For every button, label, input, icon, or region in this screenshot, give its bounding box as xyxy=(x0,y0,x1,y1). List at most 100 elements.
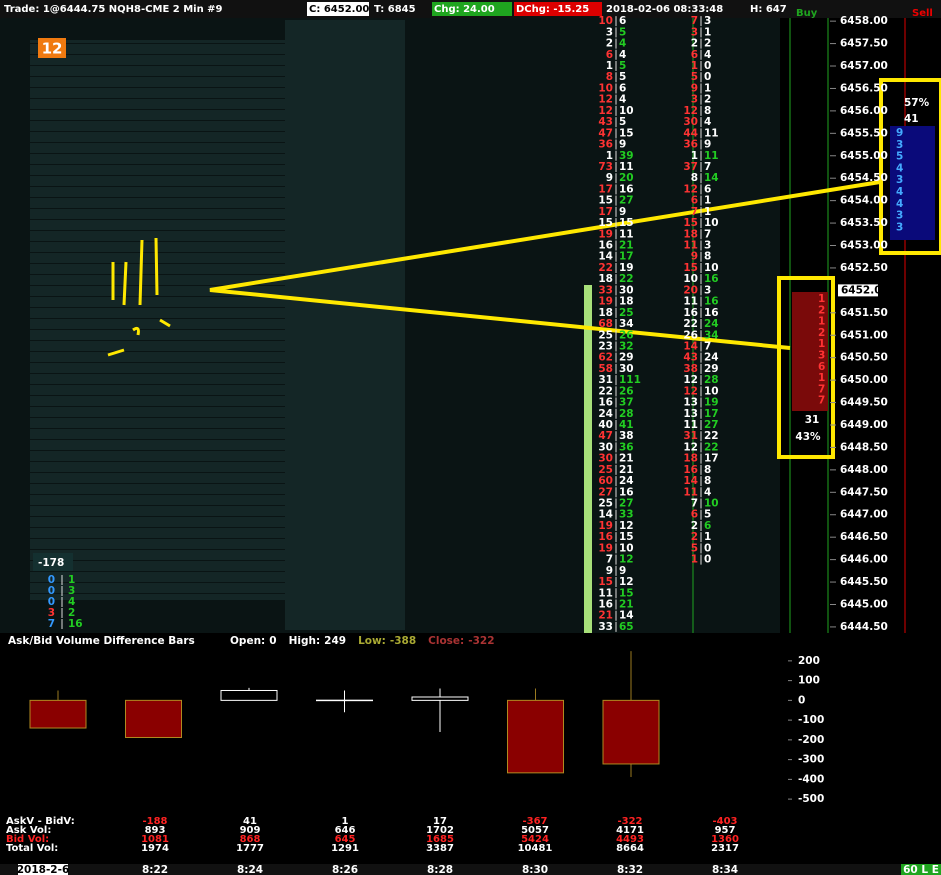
ask-volume: 1 xyxy=(68,574,75,586)
cell: 10481 xyxy=(518,843,553,854)
ask-volume: 5 xyxy=(619,116,626,128)
ask-volume: 4 xyxy=(619,38,626,50)
ask-volume: 3 xyxy=(704,15,711,27)
ask-volume: 27 xyxy=(704,419,719,431)
bid-volume: 12 xyxy=(683,441,698,453)
middle-value: 31 xyxy=(805,414,820,426)
ask-volume: 27 xyxy=(619,195,634,207)
bid-volume: 25 xyxy=(598,464,613,476)
bid-volume: 36 xyxy=(683,139,698,151)
bid-volume: 24 xyxy=(598,408,613,420)
header-close: C: 6452.00 xyxy=(309,4,369,15)
ask-volume: 21 xyxy=(619,240,634,252)
ask-volume: 28 xyxy=(619,408,634,420)
price-label: 6444.50 xyxy=(840,621,888,633)
delta-bg xyxy=(33,553,73,571)
bid-volume: 7 xyxy=(691,15,698,27)
ask-volume: 0 xyxy=(704,554,711,566)
cell: 2317 xyxy=(711,843,739,854)
bid-volume: 3 xyxy=(691,26,698,38)
bid-volume: 9 xyxy=(691,251,698,263)
cell: 17 xyxy=(433,816,447,827)
bid-volume: 43 xyxy=(598,116,613,128)
bid-volume: 13 xyxy=(683,408,698,420)
time-label: 8:32 xyxy=(617,864,643,875)
price-label: 6456.00 xyxy=(840,105,888,117)
bid-volume: 27 xyxy=(598,486,613,498)
ask-digit: 5 xyxy=(896,151,903,163)
ask-volume: 17 xyxy=(619,251,634,263)
annotation-line xyxy=(209,180,881,350)
stat-label: High: xyxy=(289,635,321,647)
ask-volume: 6 xyxy=(619,15,626,27)
header-time: 2018-02-06 08:33:48 xyxy=(606,4,723,15)
ask-volume: 22 xyxy=(619,273,634,285)
ask-volume: 0 xyxy=(704,60,711,72)
row-label: Total Vol: xyxy=(6,843,58,854)
bars-title: Ask/Bid Volume Difference Bars xyxy=(8,635,195,647)
ask-volume: 6 xyxy=(704,520,711,532)
time-label: 8:30 xyxy=(522,864,548,875)
right-percent: 57% xyxy=(904,97,930,109)
price-label: 6455.50 xyxy=(840,127,888,139)
bid-volume: 44 xyxy=(683,127,698,139)
cell: 1974 xyxy=(141,843,169,854)
time-label: 8:28 xyxy=(427,864,453,875)
bid-volume: 12 xyxy=(683,183,698,195)
bid-volume: 60 xyxy=(598,475,613,487)
ask-volume: 30 xyxy=(619,284,634,296)
price-label: 6451.50 xyxy=(840,307,888,319)
bid-volume: 11 xyxy=(683,486,698,498)
ask-volume: 11 xyxy=(619,161,634,173)
ask-volume: 32 xyxy=(619,340,634,352)
cell: 957 xyxy=(715,825,736,836)
ask-volume: 2 xyxy=(704,38,711,50)
bid-volume: 16 xyxy=(683,464,698,476)
candle-body xyxy=(220,689,278,701)
bid-volume: 20 xyxy=(683,284,698,296)
bid-volume: 6 xyxy=(691,195,698,207)
bid-volume: 22 xyxy=(598,385,613,397)
ask-volume: 4 xyxy=(704,116,711,128)
stat-value: 0 xyxy=(269,635,276,647)
ask-volume: 4 xyxy=(704,486,711,498)
time-label: 8:24 xyxy=(237,864,263,875)
stat-value: 249 xyxy=(324,635,346,647)
cell: 8664 xyxy=(616,843,644,854)
bid-volume: 6 xyxy=(606,49,613,61)
price-label: 6452.50 xyxy=(840,262,888,274)
bid-digit: 7 xyxy=(818,383,825,395)
volume-profile xyxy=(30,40,285,600)
ask-volume: 33 xyxy=(619,509,634,521)
ask-volume: 6 xyxy=(619,82,626,94)
chg-bg xyxy=(432,2,512,16)
ask-volume: 10 xyxy=(704,498,719,510)
ask-volume: 10 xyxy=(704,385,719,397)
ask-volume: 15 xyxy=(619,217,634,229)
volume-strip xyxy=(584,285,592,633)
ask-volume: 8 xyxy=(704,475,711,487)
row-label: Ask Vol: xyxy=(6,825,51,836)
bid-volume: 30 xyxy=(598,441,613,453)
bid-volume: 16 xyxy=(598,397,613,409)
bid-volume: 36 xyxy=(598,139,613,151)
y-tick-label: -300 xyxy=(798,754,824,766)
price-label: 6456.50 xyxy=(840,82,888,94)
price-label: 6448.00 xyxy=(840,464,888,476)
bid-volume: 14 xyxy=(598,509,613,521)
price-label: 6453.00 xyxy=(840,240,888,252)
bid-volume: 0 xyxy=(48,596,55,608)
ask-volume: 3 xyxy=(68,585,75,597)
bid-imbalance xyxy=(792,292,828,411)
y-tick-label: 200 xyxy=(798,655,820,667)
bid-volume: 3 xyxy=(48,607,55,619)
bid-volume: 31 xyxy=(598,374,613,386)
stat-value: -388 xyxy=(390,635,416,647)
ask-volume: 14 xyxy=(619,610,634,622)
cell: 868 xyxy=(240,834,261,845)
price-label: 6457.50 xyxy=(840,38,888,50)
highlight-box xyxy=(879,78,941,255)
y-tick-label: -100 xyxy=(798,714,824,726)
header-chg: Chg: 24.00 xyxy=(434,4,495,15)
bid-digit: 1 xyxy=(818,316,825,328)
